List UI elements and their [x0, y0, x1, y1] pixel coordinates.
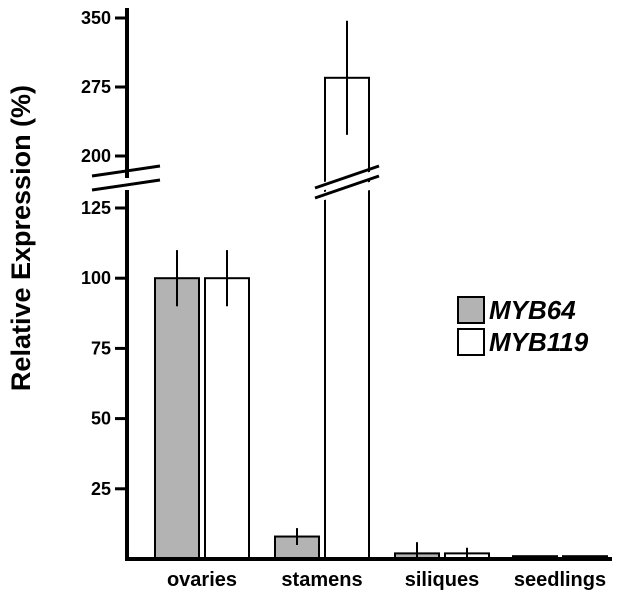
y-tick-label: 275 [81, 77, 111, 97]
y-tick-label: 200 [81, 146, 111, 166]
x-tick-label-stamens: stamens [281, 569, 362, 591]
y-tick-label: 50 [91, 409, 111, 429]
bar-myb119-stamens [324, 76, 370, 561]
axis-break-mark [91, 178, 161, 192]
y-tick-label: 100 [81, 268, 111, 288]
bar-break-mark [314, 174, 380, 200]
bar-myb64-ovaries [154, 277, 200, 560]
bar-myb119-ovaries [204, 277, 250, 560]
legend-swatch-myb64 [457, 296, 485, 324]
y-tick-label: 25 [91, 479, 111, 499]
legend-swatch-myb119 [457, 328, 485, 356]
y-axis-label: Relative Expression (%) [6, 85, 36, 391]
bar-break-mark [314, 164, 380, 190]
axis-break-mark [91, 164, 161, 178]
x-tick-label-siliques: siliques [405, 569, 479, 591]
x-tick-label-ovaries: ovaries [167, 569, 237, 591]
legend-label-myb119: MYB119 [489, 327, 589, 357]
y-tick-label: 125 [81, 198, 111, 218]
y-tick-label: 75 [91, 338, 111, 358]
axes-layer: 25 50 75 100 125 200 275 350 ovaries stamens siliq… [81, 8, 612, 591]
bars-layer [154, 20, 608, 561]
legend-label-myb64: MYB64 [489, 295, 576, 325]
y-tick-label: 350 [81, 8, 111, 28]
x-tick-label-seedlings: seedlings [514, 569, 606, 591]
